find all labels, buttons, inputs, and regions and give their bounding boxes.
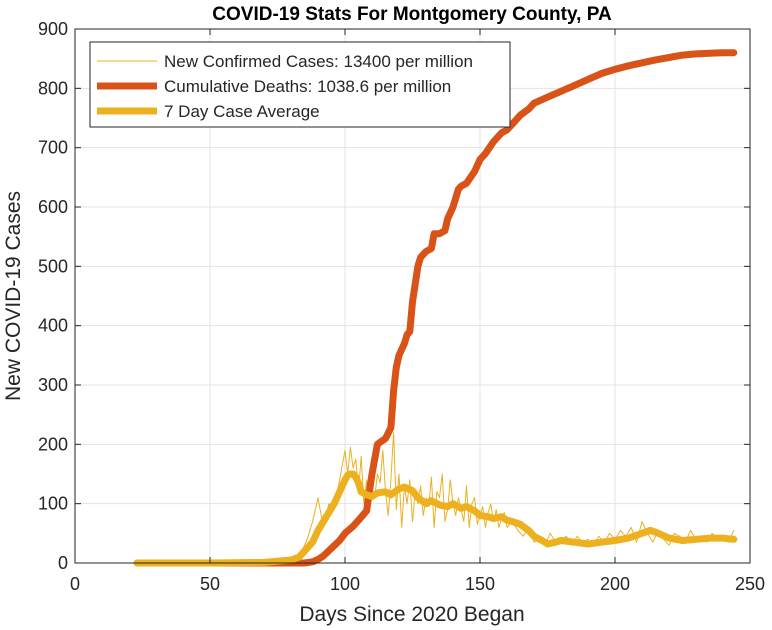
legend-label-cumulative-deaths: Cumulative Deaths: 1038.6 per million <box>164 77 451 96</box>
y-tick-label: 0 <box>58 553 68 573</box>
x-tick-label: 150 <box>465 574 495 594</box>
y-axis-label: New COVID-19 Cases <box>2 191 25 401</box>
x-tick-label: 0 <box>70 574 80 594</box>
axes-box <box>74 28 751 564</box>
legend-label-new-cases: New Confirmed Cases: 13400 per million <box>164 52 473 71</box>
legend-box <box>89 41 511 128</box>
y-tick-label: 800 <box>38 78 68 98</box>
series-line-cumulative-deaths <box>133 49 738 567</box>
legend: New Confirmed Cases: 13400 per million C… <box>89 41 511 128</box>
y-tick-label: 500 <box>38 256 68 276</box>
x-tick-label: 50 <box>200 574 220 594</box>
legend-label-7-day-average: 7 Day Case Average <box>164 102 320 121</box>
x-tick-label: 200 <box>600 574 630 594</box>
y-tick-label: 300 <box>38 375 68 395</box>
x-axis-label: Days Since 2020 Began <box>299 603 524 626</box>
chart-title: COVID-19 Stats For Montgomery County, PA <box>212 4 612 25</box>
y-tick-label: 700 <box>38 138 68 158</box>
ticks: 0 50 100 150 200 250 0 100 200 300 400 500 600 700 800… <box>38 19 765 594</box>
x-tick-label: 100 <box>330 574 360 594</box>
y-tick-label: 600 <box>38 197 68 217</box>
y-tick-label: 100 <box>38 494 68 514</box>
series-layer <box>133 49 738 567</box>
y-tick-label: 200 <box>38 434 68 454</box>
x-tick-label: 250 <box>735 574 765 594</box>
y-tick-label: 900 <box>38 19 68 39</box>
series-line-seven-day-average <box>133 470 738 567</box>
y-tick-label: 400 <box>38 316 68 336</box>
